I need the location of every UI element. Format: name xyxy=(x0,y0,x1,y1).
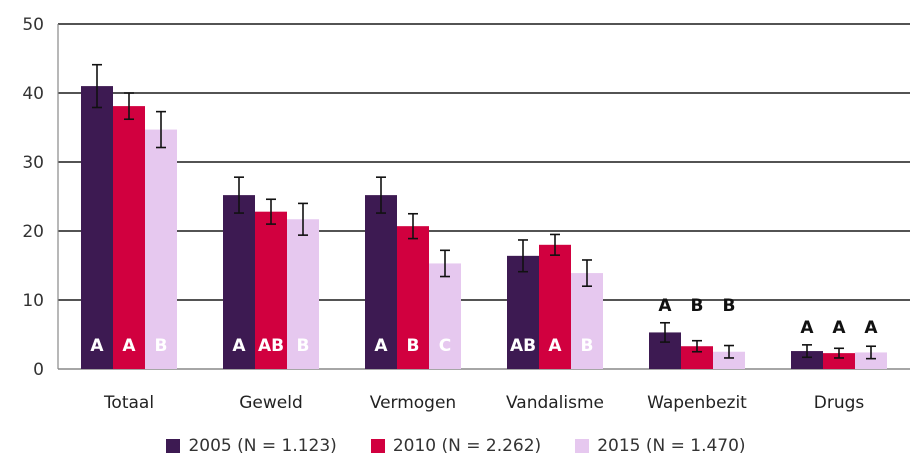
legend-label-2010: 2010 (N = 2.262) xyxy=(392,436,542,456)
significance-label: A xyxy=(832,318,846,338)
y-tick-label: 10 xyxy=(22,291,44,311)
significance-label: A xyxy=(800,318,814,338)
x-tick-label: Totaal xyxy=(103,393,154,413)
significance-label: B xyxy=(407,336,420,356)
legend-swatch-2010 xyxy=(370,439,385,453)
bar xyxy=(507,255,539,369)
bar xyxy=(397,226,429,369)
legend: 2005 (N = 1.123) 2010 (N = 2.262) 2015 (… xyxy=(0,436,912,456)
significance-label: AB xyxy=(510,336,536,356)
significance-label: B xyxy=(155,336,168,356)
bar xyxy=(713,351,745,369)
bar xyxy=(571,273,603,369)
bar xyxy=(223,195,255,369)
bar xyxy=(681,346,713,369)
significance-label: A xyxy=(374,336,388,356)
x-tick-label: Geweld xyxy=(239,393,303,413)
bar xyxy=(429,263,461,369)
bar xyxy=(113,106,145,370)
significance-label: B xyxy=(581,336,594,356)
significance-label: B xyxy=(723,296,736,316)
legend-item-2010: 2010 (N = 2.262) xyxy=(370,436,542,456)
y-tick-label: 40 xyxy=(22,84,44,104)
x-tick-label: Vandalisme xyxy=(506,393,604,413)
significance-label: A xyxy=(232,336,246,356)
bar xyxy=(255,211,287,369)
legend-label-2015: 2015 (N = 1.470) xyxy=(597,436,746,456)
legend-label-2005: 2005 (N = 1.123) xyxy=(188,436,337,456)
bar xyxy=(287,219,319,369)
legend-swatch-2015 xyxy=(575,439,590,453)
y-tick-label: 0 xyxy=(33,360,44,380)
significance-label: A xyxy=(548,336,562,356)
significance-label: B xyxy=(297,336,310,356)
significance-label: A xyxy=(864,318,878,338)
significance-label: AB xyxy=(258,336,284,356)
significance-label: A xyxy=(90,336,104,356)
x-tick-label: Vermogen xyxy=(370,393,456,413)
y-tick-label: 30 xyxy=(22,153,44,173)
bar xyxy=(823,353,855,369)
x-tick-label: Wapenbezit xyxy=(647,393,747,413)
x-tick-label: Drugs xyxy=(814,393,865,413)
legend-item-2005: 2005 (N = 1.123) xyxy=(166,436,337,456)
bar xyxy=(365,195,397,369)
significance-label: C xyxy=(439,336,451,356)
y-tick-label: 20 xyxy=(22,222,44,242)
bar xyxy=(145,129,177,369)
y-tick-label: 50 xyxy=(22,15,44,35)
bar xyxy=(81,86,113,369)
legend-swatch-2005 xyxy=(166,439,181,453)
significance-label: A xyxy=(658,296,672,316)
bar xyxy=(539,244,571,369)
bar xyxy=(855,352,887,369)
legend-item-2015: 2015 (N = 1.470) xyxy=(575,436,746,456)
significance-label: B xyxy=(691,296,704,316)
bar xyxy=(791,351,823,369)
significance-label: A xyxy=(122,336,136,356)
